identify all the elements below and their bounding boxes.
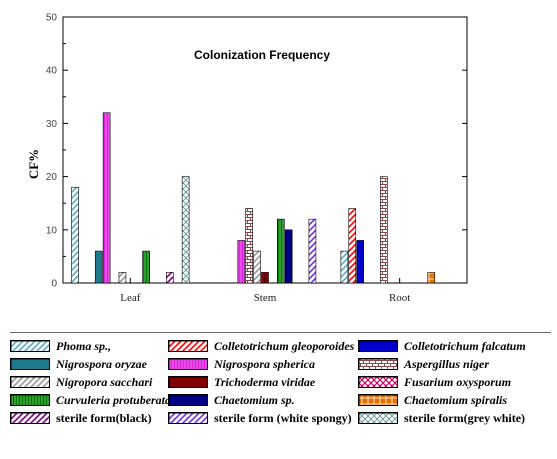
legend-item: Colletotrichum falcatum (358, 337, 526, 355)
legend-swatch (358, 340, 398, 352)
bar (277, 218, 285, 284)
legend-label: Chaetomium spiralis (404, 392, 508, 407)
bar (142, 250, 150, 284)
y-axis: 0 10 20 30 40 50 (46, 13, 467, 290)
legend-swatch (358, 412, 398, 424)
x-tick-label: Stem (254, 292, 277, 304)
legend: Phoma sp., Colletotrichum gleoporoides Col… (10, 332, 551, 430)
legend-swatch (10, 412, 50, 424)
x-tick-label: Root (389, 292, 410, 304)
legend-item: Curvuleria protuberata (10, 391, 171, 409)
bar (237, 240, 246, 284)
legend-label: sterile form(black) (56, 410, 152, 425)
bar (166, 272, 174, 284)
legend-swatch (168, 340, 208, 352)
legend-item: Chaetomium sp. (168, 391, 295, 409)
legend-label: sterile form (white spongy) (214, 410, 352, 425)
legend-swatch (10, 394, 50, 406)
x-axis: Leaf Stem Root (120, 278, 410, 304)
bar (308, 218, 317, 284)
legend-item: Nigrospora oryzae (10, 355, 147, 373)
legend-swatch (358, 358, 398, 370)
legend-item: Phoma sp., (10, 337, 111, 355)
legend-item: Chaetomium spiralis (358, 391, 507, 409)
legend-label: Nigrospora oryzae (56, 356, 148, 371)
legend-item: Fusarium oxysporum (358, 373, 511, 391)
legend-label: Colletotrichum gleoporoides (214, 338, 355, 353)
legend-item: Trichoderma viridae (168, 373, 315, 391)
y-tick-label: 10 (46, 225, 58, 236)
legend-swatch (168, 358, 208, 370)
y-tick-label: 40 (46, 66, 58, 77)
legend-item: Colletotrichum gleoporoides (168, 337, 354, 355)
legend-label: Phoma sp., (56, 338, 112, 353)
legend-swatch (10, 376, 50, 388)
legend-label: Chaetomium sp. (214, 392, 295, 407)
bar (427, 272, 436, 284)
legend-label: Nigrospora spherica (214, 356, 316, 371)
y-tick-label: 0 (51, 279, 57, 290)
legend-swatch (10, 358, 50, 370)
legend-label: Aspergillus niger (404, 356, 490, 371)
bar (245, 208, 253, 284)
bar (118, 272, 127, 284)
legend-label: Colletotrichum falcatum (404, 338, 526, 353)
y-tick-label: 30 (46, 119, 58, 130)
legend-item: sterile form (white spongy) (168, 409, 352, 427)
legend-label: sterile form(grey white) (404, 410, 526, 425)
bar (253, 250, 261, 284)
bar (284, 229, 293, 284)
bar (71, 186, 79, 284)
legend-label: Trichoderma viridae (214, 374, 316, 389)
bars (71, 112, 436, 284)
legend-item: Nigrospora spherica (168, 355, 315, 373)
bar (340, 250, 349, 284)
bar (380, 176, 388, 284)
legend-item: Nigropora sacchari (10, 373, 152, 391)
bar (356, 240, 364, 284)
legend-label: Fusarium oxysporum (404, 374, 512, 389)
legend-swatch (168, 376, 208, 388)
legend-swatch (168, 412, 208, 424)
legend-item: Aspergillus niger (358, 355, 489, 373)
bar (181, 176, 190, 284)
bar (348, 208, 357, 284)
y-tick-label: 50 (46, 13, 58, 24)
x-tick-label: Leaf (120, 292, 140, 304)
legend-swatch (358, 394, 398, 406)
bar (94, 250, 103, 284)
y-axis-title: CF% (26, 149, 41, 179)
chart: 0 10 20 30 40 50 Leaf Stem Root Colonization Fr… (26, 13, 468, 304)
y-tick-label: 20 (46, 172, 58, 183)
legend-swatch (10, 340, 50, 352)
chart-title: Colonization Frequency (194, 48, 330, 62)
legend-swatch (168, 394, 208, 406)
bar (102, 112, 111, 284)
legend-label: Nigropora sacchari (56, 374, 153, 389)
legend-label: Curvuleria protuberata (56, 392, 172, 407)
legend-item: sterile form(grey white) (358, 409, 525, 427)
legend-swatch (358, 376, 398, 388)
legend-item: sterile form(black) (10, 409, 152, 427)
